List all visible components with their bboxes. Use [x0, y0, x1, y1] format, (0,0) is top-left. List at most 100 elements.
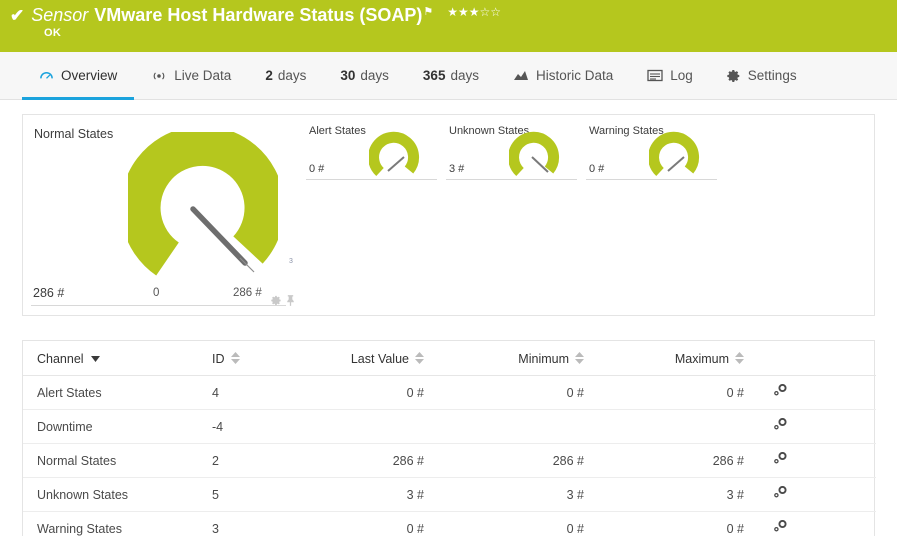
column-header-last-value-label: Last Value [350, 351, 409, 366]
tab-list: Overview Live Data 2 days 30 days 365 da… [0, 52, 897, 100]
checkmark-icon: ✔ [10, 6, 25, 25]
table-row[interactable]: Warning States 3 0 # 0 # 0 # [23, 511, 876, 536]
tab-bar: Overview Live Data 2 days 30 days 365 da… [0, 52, 897, 100]
column-header-maximum[interactable]: Maximum [598, 341, 758, 376]
gauge-alert-states-dial [368, 130, 427, 185]
tab-365-days-label: days [450, 68, 479, 83]
gear-icon[interactable] [772, 486, 788, 500]
cell-id: 2 [198, 443, 288, 478]
column-header-actions [758, 341, 876, 376]
tab-historic-data-label: Historic Data [535, 68, 614, 83]
table-row[interactable]: Unknown States 5 3 # 3 # 3 # [23, 477, 876, 512]
gauge-unknown-states[interactable]: Unknown States 3 # [446, 115, 586, 315]
cell-channel: Normal States [23, 443, 198, 478]
cell-actions[interactable] [758, 477, 876, 512]
gauge-warning-states-title: Warning States [589, 125, 664, 137]
cell-actions[interactable] [758, 511, 876, 536]
sensor-status-header: ✔ Sensor VMware Host Hardware Status (SO… [0, 0, 897, 52]
gauge-divider [31, 305, 286, 306]
chart-icon [513, 69, 529, 82]
column-header-minimum[interactable]: Minimum [438, 341, 598, 376]
tab-365-days[interactable]: 365 days [406, 54, 496, 100]
tab-settings[interactable]: Settings [710, 54, 814, 100]
tab-365-days-count: 365 [422, 68, 446, 83]
gear-icon[interactable] [772, 520, 788, 534]
column-header-channel-label: Channel [37, 351, 84, 366]
channels-table-head: Channel ID [23, 341, 876, 376]
cell-last-value [288, 409, 438, 444]
table-row[interactable]: Normal States 2 286 # 286 # 286 # [23, 443, 876, 478]
tab-live-data[interactable]: Live Data [134, 54, 248, 100]
live-icon [151, 69, 167, 83]
gauge-warning-states[interactable]: Warning States 0 # [586, 115, 726, 315]
tab-30-days[interactable]: 30 days [323, 54, 406, 100]
sort-desc-icon [90, 351, 100, 365]
cell-actions[interactable] [758, 375, 876, 410]
sort-both-icon [575, 352, 584, 367]
table-header-row: Channel ID [23, 341, 876, 376]
column-header-channel[interactable]: Channel [23, 341, 198, 376]
cell-maximum [598, 409, 758, 444]
gauge-normal-states-dial [120, 125, 285, 287]
tab-2-days-count: 2 [265, 68, 273, 83]
gauge-unknown-divider [446, 179, 577, 180]
channels-table: Channel ID [23, 341, 876, 536]
tab-historic-data[interactable]: Historic Data [496, 54, 630, 100]
channels-panel: Channel ID [22, 340, 876, 536]
sort-both-icon [415, 352, 424, 367]
cell-actions[interactable] [758, 443, 876, 478]
cell-actions[interactable] [758, 409, 876, 444]
cell-id: -4 [198, 409, 288, 444]
gauge-normal-states[interactable]: Normal States 3 286 # 0 286 # [23, 115, 294, 315]
cell-last-value: 286 # [288, 443, 438, 478]
cell-channel: Downtime [23, 409, 198, 444]
column-header-id[interactable]: ID [198, 341, 288, 376]
tab-30-days-count: 30 [340, 68, 356, 83]
tab-live-data-label: Live Data [174, 68, 232, 83]
gauge-warning-divider [586, 179, 717, 180]
gear-icon[interactable] [772, 418, 788, 432]
sensor-title-row: ✔ Sensor VMware Host Hardware Status (SO… [10, 5, 501, 26]
gauge-icon [39, 68, 54, 83]
cell-minimum [438, 409, 598, 444]
cell-id: 5 [198, 477, 288, 512]
gauge-warning-states-value: 0 # [589, 163, 605, 175]
gauges-panel: Normal States 3 286 # 0 286 # [22, 114, 875, 316]
page-title: VMware Host Hardware Status (SOAP) [94, 5, 423, 25]
table-row[interactable]: Alert States 4 0 # 0 # 0 # [23, 375, 876, 410]
sort-both-icon [230, 352, 240, 367]
column-header-last-value[interactable]: Last Value [288, 341, 438, 376]
status-badge: OK [44, 27, 62, 39]
cell-last-value: 0 # [288, 375, 438, 410]
cell-last-value: 3 # [288, 477, 438, 512]
cell-minimum: 0 # [438, 375, 598, 410]
tab-2-days[interactable]: 2 days [248, 54, 323, 100]
gear-icon[interactable] [772, 452, 788, 466]
pin-icon[interactable] [286, 293, 295, 311]
cell-maximum: 0 # [598, 375, 758, 410]
gear-icon[interactable] [271, 293, 282, 311]
gauge-alert-states[interactable]: Alert States 0 # [306, 115, 446, 315]
gauge-alert-states-title: Alert States [309, 125, 366, 137]
table-row[interactable]: Downtime -4 [23, 409, 876, 444]
cell-id: 4 [198, 375, 288, 410]
tab-overview[interactable]: Overview [22, 54, 135, 100]
gauge-needle-tip-label: 3 [289, 258, 293, 265]
cell-channel: Unknown States [23, 477, 198, 512]
tab-30-days-label: days [360, 68, 389, 83]
tab-log[interactable]: Log [630, 54, 710, 100]
cell-channel: Warning States [23, 511, 198, 536]
sensor-type-label: Sensor [31, 5, 89, 25]
cell-maximum: 3 # [598, 477, 758, 512]
column-header-minimum-label: Minimum [518, 351, 569, 366]
gear-icon[interactable] [772, 384, 788, 398]
flag-icon[interactable]: ⚑ [423, 6, 434, 18]
gauge-normal-states-min: 0 [153, 287, 160, 299]
gear-icon [727, 69, 741, 83]
tab-overview-label: Overview [61, 68, 118, 83]
tab-settings-label: Settings [747, 68, 797, 83]
priority-stars[interactable]: ★★★☆☆ [447, 5, 502, 19]
cell-minimum: 286 # [438, 443, 598, 478]
gauge-normal-states-value: 286 # [33, 286, 65, 300]
cell-channel: Alert States [23, 375, 198, 410]
